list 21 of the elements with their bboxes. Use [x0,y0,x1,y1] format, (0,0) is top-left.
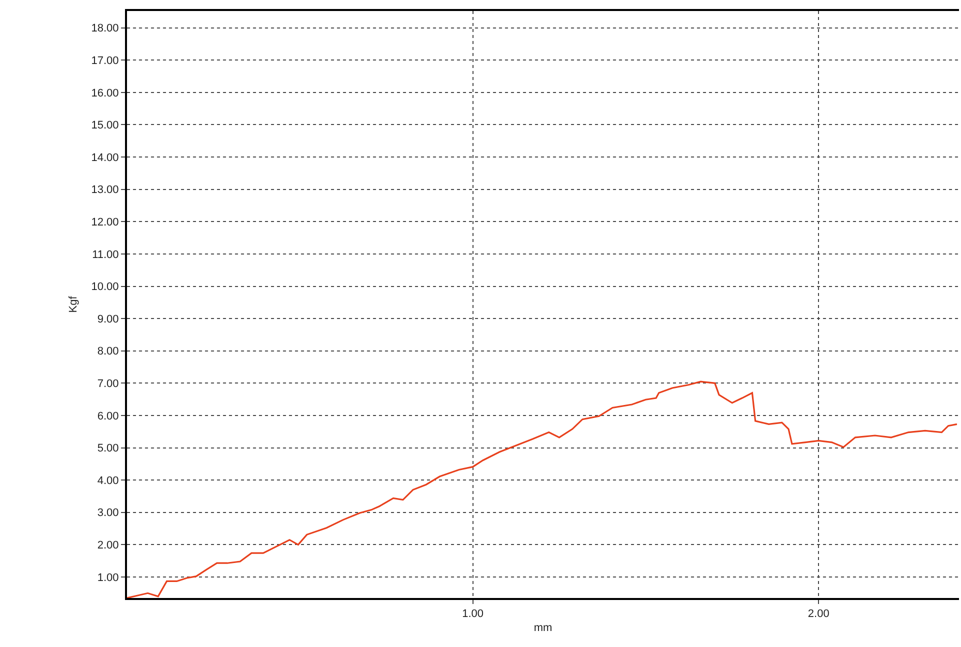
x-axis-title: mm [534,622,552,634]
y-tick-label: 11.00 [92,248,119,261]
y-tick-label: 12.00 [91,216,119,228]
y-tick-label: 18.00 [91,22,119,35]
y-tick-label: 1.00 [97,572,119,584]
line-series [127,380,958,598]
y-tick-label: 8.00 [97,346,119,358]
y-tick-label: 7.00 [97,378,119,390]
y-tick-label: 13.00 [91,184,119,196]
y-tick-label: 5.00 [97,442,119,455]
y-tick-label: 2.00 [97,540,119,552]
y-tick-label: 14.00 [91,152,119,164]
y-tick-label: 10.00 [91,281,119,294]
y-tick-label: 17.00 [91,54,119,67]
y-tick-label: 3.00 [97,507,119,520]
y-axis-title: Kgf [67,295,80,313]
y-tick-label: 9.00 [97,313,119,326]
y-tick-label: 16.00 [91,87,119,100]
y-tick-label: 6.00 [97,410,119,422]
y-tick-label: 15.00 [91,120,119,132]
y-tick-label: 4.00 [97,474,119,487]
